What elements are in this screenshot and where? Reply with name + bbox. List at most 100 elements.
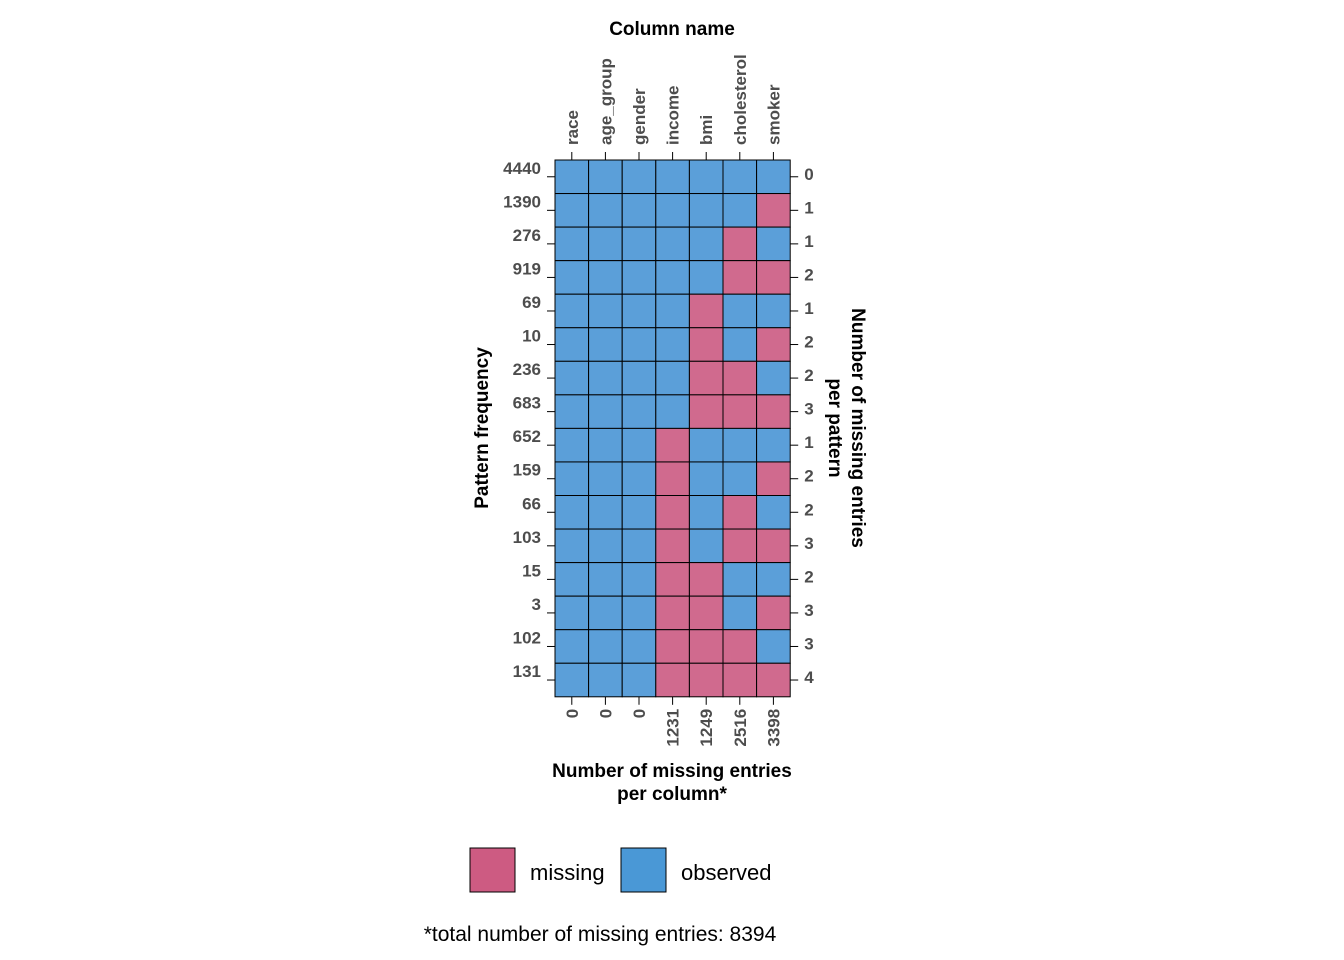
- cell-missing: [722, 629, 758, 664]
- frequency-label: 652: [513, 427, 541, 446]
- cell-observed: [554, 528, 590, 564]
- cell-observed: [621, 260, 657, 295]
- column-count-label: 0: [630, 709, 649, 718]
- cell-observed: [554, 427, 590, 463]
- missing-per-pattern-ticks: 0 1 1 2 1 2 2 3 1 2 2 3 2 3 3 4: [790, 165, 814, 687]
- cell-missing: [756, 662, 791, 698]
- cell-observed: [554, 394, 590, 429]
- cell-observed: [621, 327, 657, 362]
- pattern-count-label: 3: [804, 634, 813, 653]
- column-count-label: 2516: [731, 709, 750, 747]
- frequency-label: 3: [532, 595, 541, 614]
- column-label: smoker: [764, 84, 783, 145]
- cell-observed: [588, 427, 623, 463]
- cell-observed: [722, 293, 758, 329]
- cell-observed: [722, 159, 758, 195]
- cell-observed: [688, 528, 724, 564]
- cell-missing: [688, 394, 724, 429]
- pattern-count-label: 2: [804, 467, 813, 486]
- cell-observed: [688, 159, 724, 195]
- pattern-count-label: 1: [804, 299, 813, 318]
- cell-observed: [588, 193, 623, 228]
- pattern-count-label: 0: [804, 165, 813, 184]
- pattern-count-label: 3: [804, 534, 813, 553]
- cell-observed: [588, 260, 623, 295]
- cell-missing: [688, 327, 724, 362]
- cell-observed: [554, 360, 590, 396]
- cell-missing: [688, 293, 724, 329]
- cell-observed: [588, 226, 623, 262]
- cell-observed: [688, 461, 724, 497]
- pattern-count-label: 2: [804, 500, 813, 519]
- cell-missing: [688, 662, 724, 698]
- cell-missing: [722, 360, 758, 396]
- frequency-label: 159: [513, 461, 541, 480]
- pattern-frequency-ticks: 4440 1390 276 919 69 10 236 683 652 159 66 103 15 3 10…: [503, 159, 555, 681]
- cell-missing: [655, 629, 690, 664]
- cell-observed: [554, 562, 590, 597]
- legend-missing-label: missing: [530, 860, 605, 885]
- pattern-count-label: 3: [804, 601, 813, 620]
- cell-missing: [756, 193, 791, 228]
- cell-observed: [621, 159, 657, 195]
- legend-observed-label: observed: [681, 860, 772, 885]
- frequency-label: 15: [522, 561, 541, 580]
- cell-observed: [588, 495, 623, 530]
- cell-missing: [722, 495, 758, 530]
- cell-observed: [621, 662, 657, 698]
- cell-observed: [588, 662, 623, 698]
- cell-observed: [722, 427, 758, 463]
- cell-observed: [688, 193, 724, 228]
- cell-observed: [722, 193, 758, 228]
- cell-observed: [554, 662, 590, 698]
- cell-missing: [722, 260, 758, 295]
- cell-missing: [688, 629, 724, 664]
- cell-missing: [722, 226, 758, 262]
- right-axis-title-line2: per pattern: [824, 378, 845, 477]
- cell-observed: [655, 260, 690, 295]
- pattern-count-label: 4: [804, 668, 814, 687]
- cell-observed: [688, 495, 724, 530]
- column-count-label: 3398: [764, 709, 783, 747]
- cell-observed: [756, 427, 791, 463]
- cell-observed: [655, 293, 690, 329]
- cell-observed: [655, 193, 690, 228]
- cell-observed: [621, 595, 657, 631]
- cell-observed: [655, 327, 690, 362]
- column-label: race: [563, 110, 582, 145]
- cell-missing: [655, 427, 690, 463]
- cell-observed: [756, 226, 791, 262]
- frequency-label: 276: [513, 226, 541, 245]
- cell-observed: [588, 293, 623, 329]
- column-label: gender: [630, 88, 649, 145]
- legend: missing observed: [469, 847, 772, 893]
- cell-observed: [588, 360, 623, 396]
- cell-missing: [722, 394, 758, 429]
- cell-missing: [655, 662, 690, 698]
- cell-missing: [655, 495, 690, 530]
- legend-missing-swatch: [469, 847, 516, 893]
- cell-observed: [621, 562, 657, 597]
- cell-missing: [756, 461, 791, 497]
- column-name-labels: race age_group gender income bmi cholesterol s…: [563, 54, 783, 160]
- cell-missing: [655, 595, 690, 631]
- cell-observed: [621, 193, 657, 228]
- bottom-axis-title-line2: per column*: [617, 784, 727, 805]
- cell-observed: [688, 226, 724, 262]
- cell-observed: [554, 293, 590, 329]
- frequency-label: 919: [513, 259, 541, 278]
- cell-observed: [722, 327, 758, 362]
- cell-missing: [722, 528, 758, 564]
- pattern-count-label: 1: [804, 198, 813, 217]
- cell-missing: [756, 528, 791, 564]
- frequency-label: 1390: [503, 192, 541, 211]
- cell-observed: [621, 461, 657, 497]
- cell-observed: [621, 629, 657, 664]
- pattern-count-label: 2: [804, 265, 813, 284]
- cell-missing: [688, 360, 724, 396]
- cell-observed: [554, 595, 590, 631]
- frequency-label: 102: [513, 628, 541, 647]
- frequency-label: 683: [513, 394, 541, 413]
- cell-observed: [554, 461, 590, 497]
